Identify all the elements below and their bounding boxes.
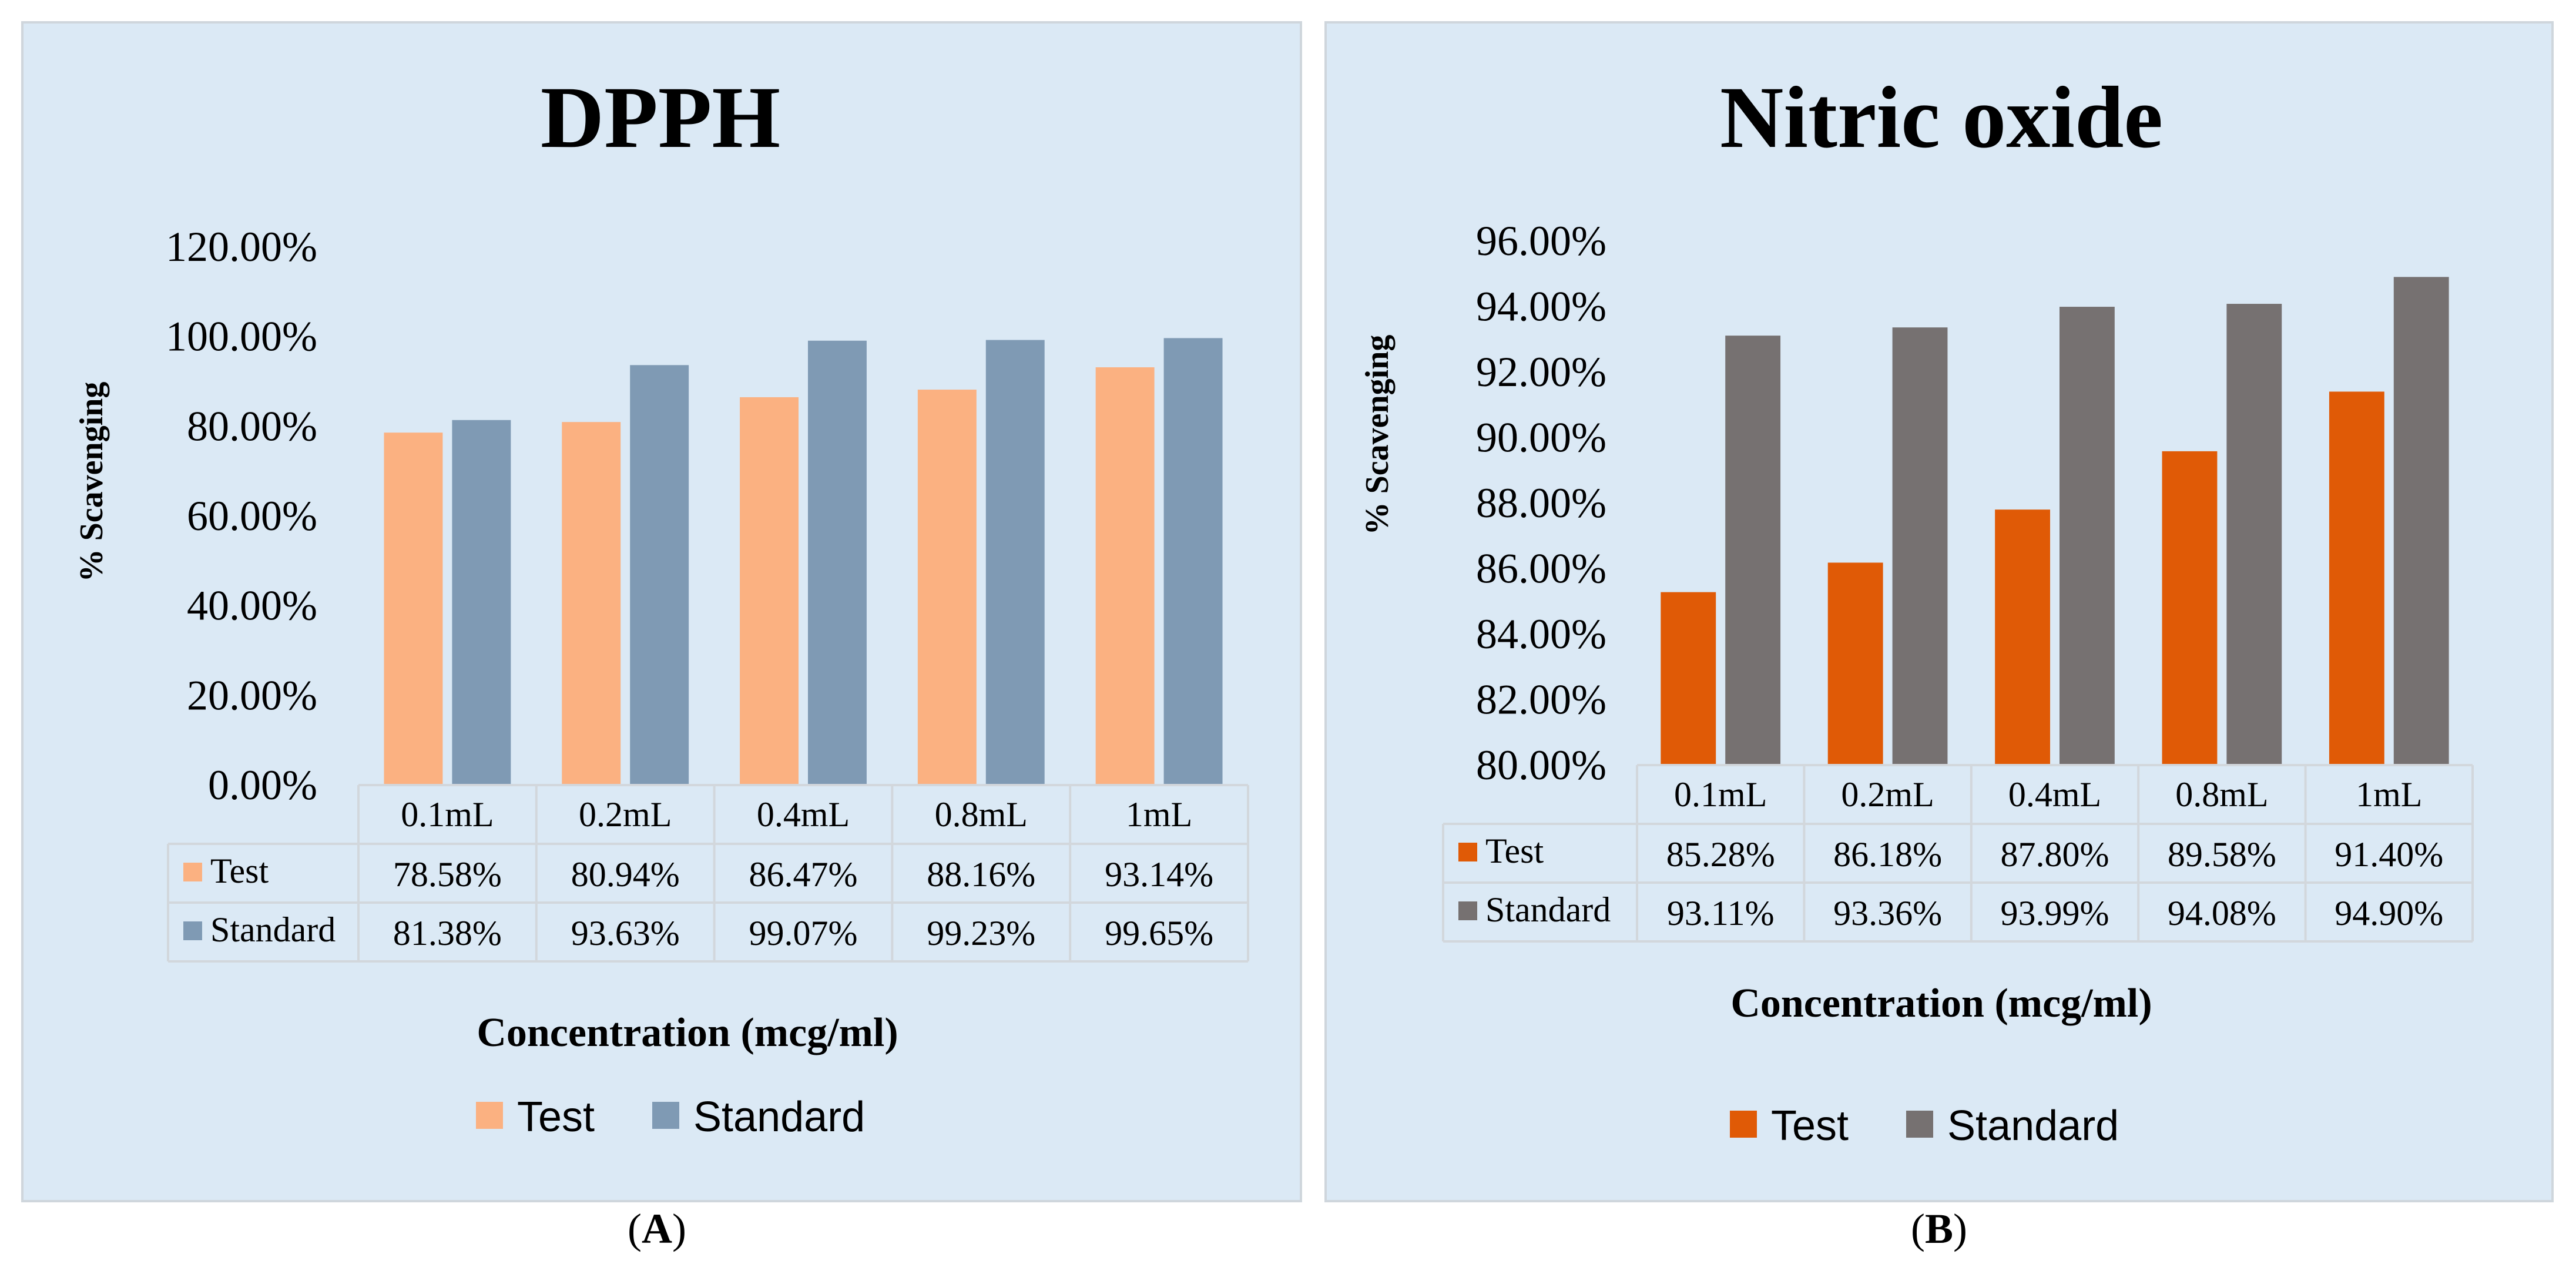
table-legend-key: [1458, 843, 1477, 861]
y-tick-label: 40.00%: [187, 582, 317, 629]
y-tick-label: 86.00%: [1476, 545, 1606, 592]
category-label: 0.1mL: [1674, 775, 1767, 814]
data-label: 93.11%: [1667, 894, 1775, 933]
y-axis-label: % Scavenging: [73, 382, 110, 582]
legend-swatch: [1906, 1111, 1933, 1138]
data-label: 94.08%: [2168, 894, 2276, 933]
panel-nitric-oxide: Nitric oxide % Scavenging 80.00% 82.00% 84.0…: [1324, 21, 2554, 1202]
y-tick-label: 94.00%: [1476, 283, 1606, 330]
dpph-chart: DPPH % Scavenging 0.00% 20.00% 40.00% 60.00% 8…: [73, 69, 1249, 1141]
data-label: 87.80%: [2001, 835, 2109, 874]
data-label: 81.38%: [393, 914, 502, 953]
y-tick-label: 82.00%: [1476, 676, 1606, 723]
data-label: 80.94%: [571, 855, 680, 894]
y-tick-label: 100.00%: [166, 313, 317, 360]
bar-test: [1827, 562, 1883, 765]
data-label: 99.07%: [749, 914, 858, 953]
data-label: 94.90%: [2334, 894, 2443, 933]
data-label: 78.58%: [393, 855, 502, 894]
table-legend-key: [183, 921, 202, 940]
data-label: 86.47%: [749, 855, 858, 894]
category-label: 0.8mL: [935, 795, 1028, 834]
bar-test: [740, 397, 799, 785]
legend-swatch: [652, 1102, 679, 1129]
chart-title: DPPH: [541, 69, 780, 166]
table-legend-key: [183, 863, 202, 881]
legend-label: Test: [517, 1094, 595, 1141]
category-label: 0.8mL: [2175, 775, 2268, 814]
legend-label: Standard: [693, 1094, 865, 1141]
data-label: 99.23%: [927, 914, 1035, 953]
panel-label-a: (A): [628, 1205, 686, 1252]
bar-test: [1661, 592, 1716, 765]
bar-standard: [1163, 338, 1223, 785]
table-series-name: Test: [1485, 832, 1544, 870]
bar-standard: [1725, 336, 1781, 765]
category-label: 0.2mL: [1841, 775, 1934, 814]
y-tick-label: 96.00%: [1476, 217, 1606, 264]
data-label: 93.99%: [2001, 894, 2109, 933]
panel-dpph: DPPH % Scavenging 0.00% 20.00% 40.00% 60.00% 8…: [21, 21, 1302, 1202]
data-label: 99.65%: [1105, 914, 1213, 953]
bar-standard: [2393, 277, 2449, 765]
y-tick-label: 80.00%: [1476, 742, 1606, 789]
bar-test: [2162, 451, 2218, 765]
legend-label: Test: [1771, 1102, 1849, 1149]
legend-label: Standard: [1947, 1102, 2119, 1149]
x-axis-label: Concentration (mcg/ml): [477, 1010, 898, 1055]
y-tick-label: 0.00%: [208, 762, 317, 809]
legend-swatch: [1730, 1111, 1757, 1138]
table-series-name: Standard: [1485, 890, 1611, 929]
data-label: 91.40%: [2334, 835, 2443, 874]
category-label: 0.4mL: [2008, 775, 2101, 814]
bar-standard: [985, 340, 1045, 785]
bar-standard: [808, 340, 867, 785]
bar-test: [562, 422, 621, 785]
data-label: 93.36%: [1833, 894, 1942, 933]
category-label: 1mL: [2356, 775, 2422, 814]
category-label: 1mL: [1126, 795, 1192, 834]
y-axis-label: % Scavenging: [1359, 335, 1396, 535]
data-label: 88.16%: [927, 855, 1035, 894]
y-tick-label: 120.00%: [166, 223, 317, 270]
legend-swatch: [476, 1102, 503, 1129]
bar-standard: [2060, 307, 2115, 765]
category-label: 0.1mL: [401, 795, 494, 834]
category-label: 0.2mL: [579, 795, 672, 834]
chart-title: Nitric oxide: [1720, 69, 2163, 166]
category-label: 0.4mL: [757, 795, 850, 834]
table-series-name: Test: [210, 851, 269, 890]
data-label: 85.28%: [1666, 835, 1775, 874]
y-tick-label: 60.00%: [187, 492, 317, 539]
nitric-oxide-chart: Nitric oxide % Scavenging 80.00% 82.00% 84.0…: [1359, 69, 2474, 1149]
bar-standard: [452, 420, 511, 785]
bar-standard: [2226, 304, 2282, 765]
y-tick-label: 92.00%: [1476, 348, 1606, 395]
bar-test: [917, 390, 977, 785]
data-label: 89.58%: [2168, 835, 2276, 874]
y-tick-label: 90.00%: [1476, 414, 1606, 461]
data-label: 86.18%: [1833, 835, 1942, 874]
table-series-name: Standard: [210, 910, 336, 949]
x-axis-label: Concentration (mcg/ml): [1730, 981, 2152, 1026]
bar-standard: [1892, 327, 1948, 765]
bar-test: [1095, 367, 1155, 785]
bar-test: [1995, 509, 2050, 765]
bar-test: [384, 433, 443, 785]
y-tick-label: 88.00%: [1476, 480, 1606, 527]
data-label: 93.14%: [1105, 855, 1213, 894]
y-tick-label: 20.00%: [187, 672, 317, 719]
y-tick-label: 80.00%: [187, 403, 317, 450]
y-tick-label: 84.00%: [1476, 611, 1606, 658]
bar-standard: [630, 365, 689, 785]
panel-label-b: (B): [1911, 1205, 1967, 1252]
bar-test: [2329, 391, 2384, 765]
data-label: 93.63%: [571, 914, 680, 953]
table-legend-key: [1458, 901, 1477, 920]
